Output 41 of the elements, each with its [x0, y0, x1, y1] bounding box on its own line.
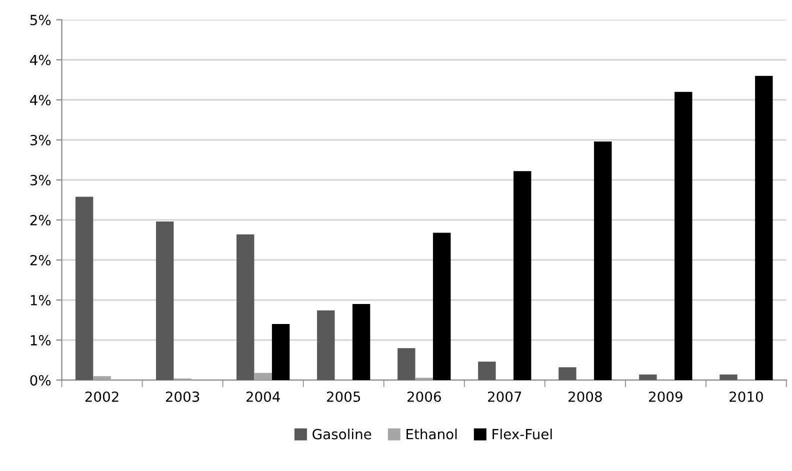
bar	[755, 76, 773, 380]
y-tick-label: 3%	[30, 174, 51, 186]
bar	[236, 234, 254, 380]
x-tick-label: 2006	[407, 391, 441, 402]
x-tick-label: 2003	[166, 391, 200, 402]
bar	[254, 372, 272, 380]
legend-label: Ethanol	[406, 428, 457, 440]
bar	[720, 374, 738, 380]
y-tick-label: 1%	[30, 294, 51, 306]
y-tick-label: 4%	[30, 94, 51, 106]
bar	[93, 376, 111, 380]
y-tick-label: 2%	[30, 254, 51, 266]
x-tick-label: 2005	[326, 391, 360, 402]
y-tick-label: 1%	[30, 335, 51, 346]
legend-label: Flex-Fuel	[492, 428, 552, 440]
y-tick-label: 0%	[30, 375, 51, 386]
bar	[674, 92, 692, 380]
y-tick-label: 2%	[30, 214, 51, 226]
y-tick-label: 4%	[30, 54, 51, 66]
x-tick-label: 2008	[568, 391, 602, 402]
x-tick-label: 2004	[246, 391, 280, 402]
y-tick-label: 3%	[30, 134, 51, 146]
bar	[432, 232, 451, 380]
bar	[156, 222, 174, 380]
x-tick-label: 2009	[649, 391, 682, 402]
bar	[272, 324, 290, 380]
bar	[558, 367, 576, 380]
bar	[594, 141, 612, 380]
bar	[398, 348, 416, 380]
x-tick-label: 2002	[85, 391, 118, 402]
x-tick-label: 2010	[730, 391, 763, 402]
bar	[415, 378, 433, 380]
bar	[513, 171, 532, 380]
legend-label: Gasoline	[312, 428, 372, 440]
bar	[75, 196, 94, 380]
bar	[317, 310, 335, 380]
x-tick-label: 2007	[488, 391, 522, 402]
y-tick-label: 5%	[30, 14, 51, 26]
bar	[352, 304, 370, 380]
bar	[639, 374, 657, 380]
bar	[478, 362, 496, 380]
